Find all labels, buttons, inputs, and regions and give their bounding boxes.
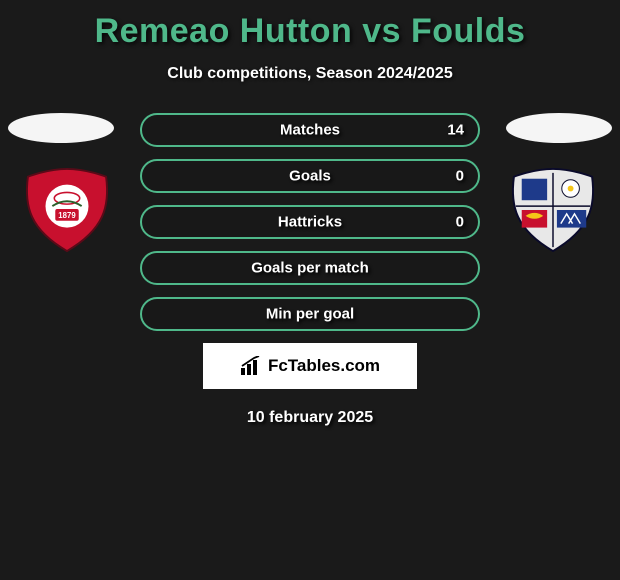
stat-row-goals-per-match: Goals per match: [140, 251, 480, 285]
stat-label: Goals per match: [142, 260, 478, 277]
stat-label: Min per goal: [142, 306, 478, 323]
player-photo-right: [506, 113, 612, 143]
stat-row-goals: Goals 0: [140, 159, 480, 193]
stat-value-right: 0: [456, 214, 464, 231]
logo-text: FcTables.com: [268, 356, 380, 376]
badge-year-text: 1879: [58, 211, 76, 220]
badge-rose-center: [568, 186, 574, 192]
badge-q1: [522, 179, 547, 200]
stat-value-right: 0: [456, 168, 464, 185]
badge-q3: [522, 210, 547, 228]
player-photo-left: [8, 113, 114, 143]
bar-chart-icon: [240, 356, 262, 376]
date-text: 10 february 2025: [0, 409, 620, 427]
fctables-logo: FcTables.com: [203, 343, 417, 389]
stat-label: Matches: [142, 122, 478, 139]
stat-row-matches: Matches 14: [140, 113, 480, 147]
stat-label: Goals: [142, 168, 478, 185]
club-badge-left: 1879: [18, 167, 116, 253]
stat-row-min-per-goal: Min per goal: [140, 297, 480, 331]
page-title: Remeao Hutton vs Foulds: [0, 0, 620, 51]
stat-label: Hattricks: [142, 214, 478, 231]
badge-center-circle: [46, 185, 89, 228]
stats-rows: Matches 14 Goals 0 Hattricks 0 Goals per…: [140, 113, 480, 331]
comparison-panel: 1879 Matches 14 Goals 0 Hattrick: [0, 113, 620, 427]
stat-row-hattricks: Hattricks 0: [140, 205, 480, 239]
subtitle: Club competitions, Season 2024/2025: [0, 65, 620, 83]
club-badge-right: [504, 167, 602, 253]
stat-value-right: 14: [447, 122, 464, 139]
